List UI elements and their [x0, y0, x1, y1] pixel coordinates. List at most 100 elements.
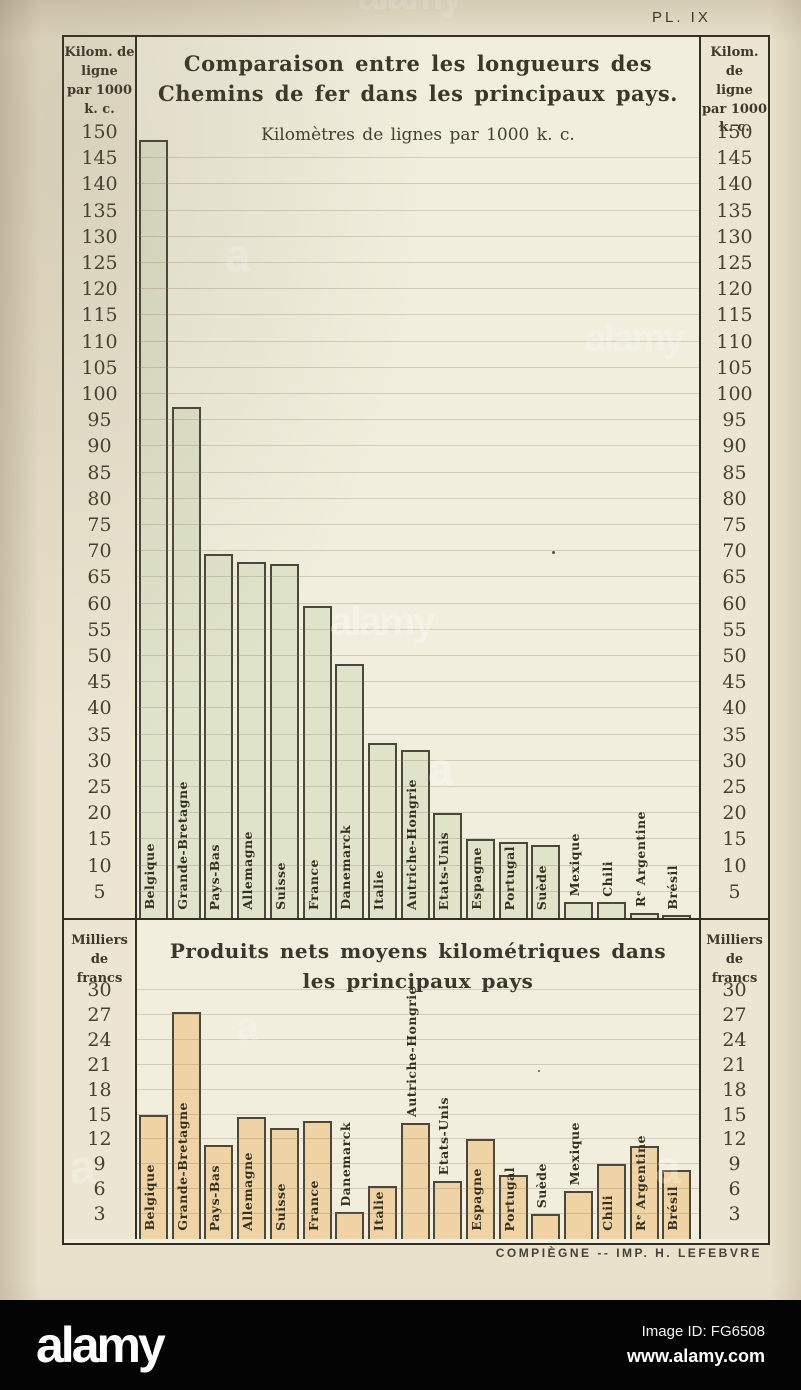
bar-Allemagne — [237, 1117, 267, 1239]
axis-tick: 21 — [722, 1053, 747, 1076]
axis-tick: 30 — [722, 979, 747, 1001]
axis-tick: 60 — [722, 592, 747, 615]
bar-label: Suède — [534, 864, 550, 910]
axis-tick: 135 — [716, 199, 753, 222]
bar-label: Danemarck — [338, 825, 354, 910]
gridline — [137, 890, 699, 892]
axis-tick: 100 — [716, 383, 753, 405]
right-axis-ticks: 30 27 24 21 18 15 12 9 6 3 — [701, 920, 768, 1239]
axis-tick: 30 — [87, 749, 112, 772]
alamy-image-id: Image ID: FG6508 — [641, 1323, 765, 1340]
bar-label: Chili — [599, 1195, 615, 1231]
axis-tick: 85 — [87, 461, 112, 484]
bar-Mexique — [564, 1190, 594, 1239]
railway-length-plot: Comparaison entre les longueurs des Chem… — [137, 37, 699, 918]
axis-tick: 12 — [87, 1128, 112, 1151]
bar-label: Etats-Unis — [436, 831, 452, 910]
gridline — [137, 681, 699, 683]
bar-Chili — [596, 902, 626, 918]
alamy-watermark-bar: alamy Image ID: FG6508 www.alamy.com — [0, 1300, 801, 1390]
alamy-info: Image ID: FG6508 www.alamy.com — [627, 1323, 765, 1367]
axis-tick: 30 — [722, 749, 747, 772]
bar-Mexique — [564, 902, 594, 918]
bar-label: Pays-Bas — [207, 843, 223, 910]
scan-speck — [538, 1070, 540, 1072]
bar-label: Brésil — [665, 1186, 681, 1231]
gridline — [137, 1213, 699, 1215]
axis-tick: 95 — [722, 409, 747, 432]
axis-tick: 60 — [87, 592, 112, 615]
gridline — [137, 1013, 699, 1015]
gridline — [137, 989, 699, 990]
bar-Chili — [596, 1164, 626, 1239]
axis-tick: 27 — [87, 1003, 112, 1026]
axis-tick: 150 — [716, 121, 753, 143]
bar-label: Belgique — [142, 1164, 157, 1231]
axis-tick: 145 — [81, 147, 118, 170]
axis-tick: 45 — [722, 671, 747, 694]
bar-label: Portugal — [501, 845, 517, 910]
axis-unit-label: Kilom. de ligne par 1000 k. c. — [64, 45, 135, 117]
gridline — [137, 838, 699, 840]
plate-frame: Kilom. de ligne par 1000 k. c. 150 145 140… — [62, 35, 770, 1245]
axis-tick: 125 — [81, 252, 118, 274]
axis-tick: 40 — [87, 697, 112, 720]
axis-tick: 150 — [81, 121, 118, 143]
bar-label: France — [305, 859, 321, 910]
bar-label: Suisse — [272, 1183, 288, 1231]
bar-label: Mexique — [567, 833, 583, 897]
scan-speck — [552, 551, 555, 554]
alamy-watermark-text: alamy — [358, 0, 463, 19]
left-axis-ticks: 30 27 24 21 18 15 12 9 6 3 — [64, 920, 135, 1239]
bar-label: Belgique — [142, 843, 157, 910]
gridline — [137, 733, 699, 735]
gridline — [137, 550, 699, 552]
bar-label: Allemagne — [240, 1152, 256, 1231]
axis-tick: 50 — [722, 645, 747, 667]
bar-label: Autriche-Hongrie — [403, 985, 419, 1117]
axis-tick: 80 — [87, 487, 112, 510]
axis-tick: 45 — [87, 671, 112, 694]
axis-tick: 10 — [722, 854, 747, 877]
axis-tick: 140 — [81, 173, 118, 196]
gridline — [137, 471, 699, 473]
axis-tick: 35 — [722, 723, 747, 746]
right-axis-column: Milliers de francs 30 27 24 21 18 15 12 9 6 3 — [699, 920, 768, 1239]
bar-Autriche-Hongrie — [400, 750, 430, 918]
net-product-plot: Produits nets moyens kilométriques dans … — [137, 920, 699, 1239]
gridline — [137, 262, 699, 263]
axis-tick: 115 — [81, 304, 118, 327]
bar-label: Suède — [534, 1162, 550, 1209]
bar-label: Rᵉ Argentine — [632, 810, 648, 907]
gridline — [137, 157, 699, 159]
bar-label: Autriche-Hongrie — [403, 779, 419, 910]
bar-label: Grande-Bretagne — [174, 781, 190, 910]
gridline — [137, 288, 699, 290]
gridline — [137, 759, 699, 761]
bar-label: Italie — [370, 1190, 386, 1231]
axis-tick: 9 — [93, 1153, 106, 1176]
bar-label: Danemarck — [338, 1121, 354, 1207]
gridline — [137, 707, 699, 709]
gridline — [137, 209, 699, 211]
bar-Italie — [367, 742, 397, 918]
net-product-chart: Milliers de francs 30 27 24 21 18 15 12 9 6 3 Pro… — [64, 918, 768, 1239]
gridline — [137, 497, 699, 499]
axis-tick: 5 — [93, 880, 106, 903]
axis-tick: 70 — [722, 540, 747, 563]
chart-title: Comparaison entre les longueurs des Chem… — [157, 51, 678, 107]
axis-tick: 110 — [81, 330, 118, 353]
axis-tick: 90 — [722, 435, 747, 458]
axis-tick: 9 — [728, 1153, 741, 1176]
axis-tick: 15 — [722, 1103, 747, 1126]
bar-Pays-Bas — [204, 1145, 234, 1239]
axis-tick: 65 — [87, 566, 112, 589]
axis-tick: 100 — [81, 383, 118, 405]
axis-tick: 3 — [728, 1203, 741, 1226]
bar-label: Etats-Unis — [436, 1096, 452, 1175]
axis-tick: 20 — [87, 802, 112, 825]
left-axis-ticks: 150 145 140 135 130 125 120 115 110 105 100 95 90 85 8… — [64, 37, 135, 918]
axis-tick: 145 — [716, 147, 753, 170]
bar-Portugal — [498, 842, 528, 918]
axis-tick: 40 — [722, 697, 747, 720]
